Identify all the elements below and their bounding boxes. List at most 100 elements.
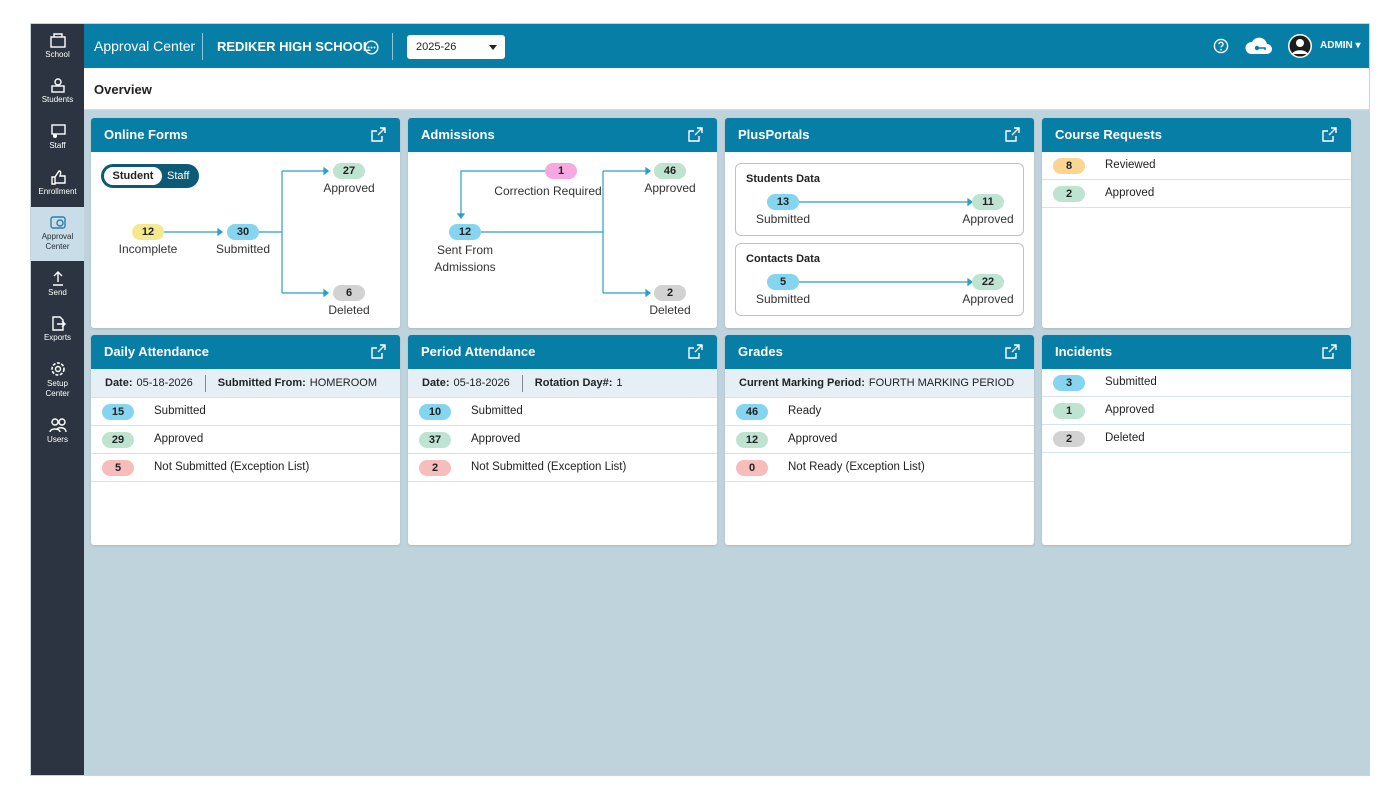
nav-label: Send [48,288,67,297]
count-badge: 8 [1053,158,1085,174]
open-link[interactable] [1005,344,1020,359]
caret [489,45,497,50]
meta-value: 1 [616,377,623,389]
count-badge: 22 [972,274,1004,290]
divider [392,33,393,60]
open-link[interactable] [688,127,703,142]
meta-label: Rotation Day#: [534,377,613,389]
nav-label: Enrollment [38,187,77,196]
nav-item[interactable]: Exports [31,315,84,343]
card-header: Course Requests [1042,118,1351,152]
cloud-icon[interactable] [1244,36,1274,56]
count-badge: 2 [1053,431,1085,447]
nav-label: Approval Center [41,232,74,251]
status-row: 1 Approved [1042,397,1351,425]
year-select[interactable]: 2025-26 [407,35,505,59]
count-badge: 5 [767,274,799,290]
count-badge: 5 [102,460,134,476]
meta-label: Date: [422,377,450,389]
card: Online Forms Student Staff 12 Incomplete… [91,118,400,328]
status-label: Correction Required [494,184,602,198]
meta-strip: Date: 05-18-2026 Rotation Day#: 1 [408,369,717,398]
count-badge: 12 [736,432,768,448]
open-link[interactable] [688,344,703,359]
card-title: Daily Attendance [104,344,209,359]
card-title: Online Forms [104,127,188,142]
open-link[interactable] [371,127,386,142]
meta-value: FOURTH MARKING PERIOD [868,377,1015,389]
status-label: Deleted [649,303,691,317]
divider [521,374,523,392]
open-link[interactable] [1005,127,1020,142]
nav-item[interactable]: School [31,32,84,60]
count-badge: 15 [102,404,134,420]
nav-item[interactable]: Users [31,417,84,445]
status-row: 12 Approved [725,426,1034,454]
avatar[interactable] [1287,33,1313,59]
school-menu-icon[interactable] [364,40,379,55]
app-name: Approval Center [94,38,196,54]
nav-item[interactable]: Approval Center [31,207,84,261]
icon [50,124,66,138]
nav-item[interactable]: Send [31,270,84,298]
year-value: 2025-26 [416,41,457,53]
open-link[interactable] [371,344,386,359]
card-header: Grades [725,335,1034,369]
card: PlusPortals Students Data Contacts Data … [725,118,1034,328]
icon [48,418,67,433]
count-badge: 10 [419,404,451,420]
nav-label: Setup Center [45,379,70,398]
count-badge: 46 [654,163,686,179]
icon [49,33,66,48]
flow-lines [164,166,329,298]
group-title: Students Data [746,173,820,185]
nav-item[interactable]: Enrollment [31,169,84,197]
card-title: Period Attendance [421,344,536,359]
count-badge: 30 [227,224,259,240]
count-badge: 12 [132,224,164,240]
card-title: Admissions [421,127,495,142]
status-label: Approved [323,181,375,195]
meta-label: Current Marking Period: [739,377,865,389]
status-label: Not Submitted (Exception List) [154,461,310,473]
status-label: Submitted [471,405,523,417]
count-badge: 3 [1053,375,1085,391]
open-link[interactable] [1322,127,1337,142]
status-row: 46 Ready [725,398,1034,426]
status-label: Approved [788,433,838,445]
card-header: Online Forms [91,118,400,152]
status-row: 2 Approved [1042,180,1351,208]
status-row: 8 Reviewed [1042,152,1351,180]
count-badge: 37 [419,432,451,448]
status-row: 29 Approved [91,426,400,454]
top-bar: Approval Center REDIKER HIGH SCHOOL 2025… [84,24,1369,68]
meta-label: Submitted From: [217,377,306,389]
toggle-option[interactable]: Student [104,167,162,185]
nav-label: Users [47,435,68,444]
nav-item[interactable]: Students [31,77,84,105]
status-row: 5 Not Submitted (Exception List) [91,454,400,482]
count-badge: 0 [736,460,768,476]
nav-item[interactable]: Setup Center [31,361,84,399]
status-label: Submitted [1105,376,1157,388]
nav-item[interactable]: Staff [31,123,84,151]
status-row: 0 Not Ready (Exception List) [725,454,1034,482]
open-link[interactable] [1322,344,1337,359]
divider [202,33,203,60]
card: Period Attendance Date: 05-18-2026 Rotatio… [408,335,717,545]
card-header: Daily Attendance [91,335,400,369]
toggle-option[interactable]: Staff [167,170,190,182]
status-row: 10 Submitted [408,398,717,426]
card-title: Incidents [1055,344,1113,359]
help-icon[interactable] [1213,38,1229,54]
toggle[interactable]: Student Staff [101,164,199,188]
card: Admissions 1 Correction Required 12 Sent… [408,118,717,328]
card-title: Course Requests [1055,127,1162,142]
group-title: Contacts Data [746,253,820,265]
user-menu[interactable]: ADMIN ▾ [1320,40,1361,51]
status-label: Approved [1105,187,1155,199]
nav-label: Exports [43,333,72,342]
icon [50,170,66,185]
card: Grades Current Marking Period: FOURTH MAR… [725,335,1034,545]
